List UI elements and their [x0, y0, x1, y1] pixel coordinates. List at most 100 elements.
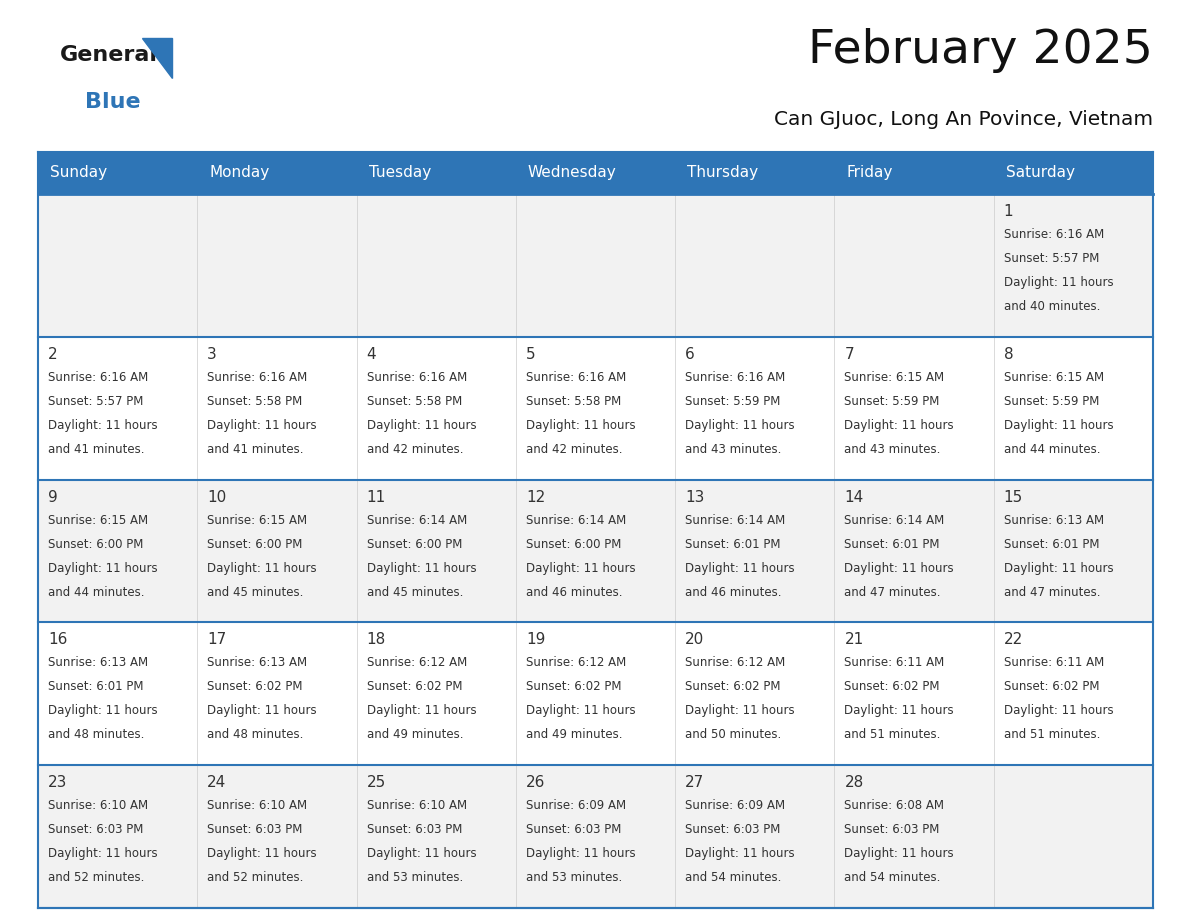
Text: Sunset: 6:01 PM: Sunset: 6:01 PM	[48, 680, 144, 693]
Text: Daylight: 11 hours: Daylight: 11 hours	[207, 419, 317, 431]
Text: Sunset: 6:02 PM: Sunset: 6:02 PM	[207, 680, 303, 693]
Bar	[516, 152, 675, 194]
Text: Sunrise: 6:14 AM: Sunrise: 6:14 AM	[685, 513, 785, 527]
Bar	[834, 152, 993, 194]
Text: 24: 24	[207, 775, 227, 790]
Text: and 45 minutes.: and 45 minutes.	[367, 586, 463, 599]
Text: Sunrise: 6:16 AM: Sunrise: 6:16 AM	[207, 371, 308, 384]
Text: Sunset: 5:58 PM: Sunset: 5:58 PM	[367, 395, 462, 408]
Text: Sunrise: 6:10 AM: Sunrise: 6:10 AM	[367, 800, 467, 812]
Text: Sunrise: 6:16 AM: Sunrise: 6:16 AM	[685, 371, 785, 384]
Text: Daylight: 11 hours: Daylight: 11 hours	[845, 847, 954, 860]
Text: 26: 26	[526, 775, 545, 790]
Bar	[38, 622, 1154, 766]
Text: Daylight: 11 hours: Daylight: 11 hours	[207, 562, 317, 575]
Text: and 52 minutes.: and 52 minutes.	[48, 871, 145, 884]
Text: Tuesday: Tuesday	[368, 165, 431, 181]
Text: Sunset: 6:03 PM: Sunset: 6:03 PM	[207, 823, 303, 836]
Text: 11: 11	[367, 489, 386, 505]
Text: Sunrise: 6:16 AM: Sunrise: 6:16 AM	[367, 371, 467, 384]
Text: Sunset: 5:59 PM: Sunset: 5:59 PM	[845, 395, 940, 408]
Bar	[356, 152, 516, 194]
Text: and 44 minutes.: and 44 minutes.	[1004, 442, 1100, 456]
Text: Daylight: 11 hours: Daylight: 11 hours	[845, 562, 954, 575]
Text: Daylight: 11 hours: Daylight: 11 hours	[526, 419, 636, 431]
Text: Daylight: 11 hours: Daylight: 11 hours	[1004, 704, 1113, 717]
Text: Daylight: 11 hours: Daylight: 11 hours	[48, 704, 158, 717]
Text: Daylight: 11 hours: Daylight: 11 hours	[367, 562, 476, 575]
Text: Sunrise: 6:14 AM: Sunrise: 6:14 AM	[367, 513, 467, 527]
Text: Daylight: 11 hours: Daylight: 11 hours	[1004, 562, 1113, 575]
Text: Sunset: 6:03 PM: Sunset: 6:03 PM	[48, 823, 144, 836]
Text: Sunset: 6:02 PM: Sunset: 6:02 PM	[526, 680, 621, 693]
Text: and 48 minutes.: and 48 minutes.	[207, 728, 304, 742]
Text: 22: 22	[1004, 633, 1023, 647]
Text: Sunset: 6:00 PM: Sunset: 6:00 PM	[367, 538, 462, 551]
Text: Daylight: 11 hours: Daylight: 11 hours	[1004, 276, 1113, 289]
Text: 6: 6	[685, 347, 695, 362]
Text: and 41 minutes.: and 41 minutes.	[48, 442, 145, 456]
Text: Sunset: 6:01 PM: Sunset: 6:01 PM	[685, 538, 781, 551]
Text: 23: 23	[48, 775, 68, 790]
Text: Sunrise: 6:13 AM: Sunrise: 6:13 AM	[48, 656, 148, 669]
Text: 15: 15	[1004, 489, 1023, 505]
Text: 4: 4	[367, 347, 377, 362]
Text: 12: 12	[526, 489, 545, 505]
Bar	[38, 152, 197, 194]
Bar	[197, 152, 356, 194]
Text: 3: 3	[207, 347, 217, 362]
Text: Sunrise: 6:13 AM: Sunrise: 6:13 AM	[1004, 513, 1104, 527]
Text: and 52 minutes.: and 52 minutes.	[207, 871, 304, 884]
Text: Sunset: 5:57 PM: Sunset: 5:57 PM	[48, 395, 144, 408]
Text: Daylight: 11 hours: Daylight: 11 hours	[845, 419, 954, 431]
Text: Sunrise: 6:14 AM: Sunrise: 6:14 AM	[526, 513, 626, 527]
Text: Daylight: 11 hours: Daylight: 11 hours	[48, 847, 158, 860]
Text: Sunrise: 6:16 AM: Sunrise: 6:16 AM	[526, 371, 626, 384]
Text: Daylight: 11 hours: Daylight: 11 hours	[1004, 419, 1113, 431]
Text: Sunrise: 6:14 AM: Sunrise: 6:14 AM	[845, 513, 944, 527]
Text: Sunrise: 6:11 AM: Sunrise: 6:11 AM	[845, 656, 944, 669]
Text: Sunset: 6:02 PM: Sunset: 6:02 PM	[1004, 680, 1099, 693]
Text: and 46 minutes.: and 46 minutes.	[526, 586, 623, 599]
Text: Sunrise: 6:09 AM: Sunrise: 6:09 AM	[685, 800, 785, 812]
Text: and 40 minutes.: and 40 minutes.	[1004, 300, 1100, 313]
Text: Daylight: 11 hours: Daylight: 11 hours	[845, 704, 954, 717]
Text: 18: 18	[367, 633, 386, 647]
Text: Sunset: 6:00 PM: Sunset: 6:00 PM	[48, 538, 144, 551]
Text: and 45 minutes.: and 45 minutes.	[207, 586, 304, 599]
Text: and 51 minutes.: and 51 minutes.	[1004, 728, 1100, 742]
Text: 7: 7	[845, 347, 854, 362]
Bar	[38, 479, 1154, 622]
Text: Thursday: Thursday	[687, 165, 758, 181]
Text: and 48 minutes.: and 48 minutes.	[48, 728, 145, 742]
Text: Sunset: 6:00 PM: Sunset: 6:00 PM	[207, 538, 303, 551]
Bar	[993, 152, 1154, 194]
Bar	[38, 194, 1154, 337]
Text: 10: 10	[207, 489, 227, 505]
Text: Daylight: 11 hours: Daylight: 11 hours	[685, 562, 795, 575]
Text: February 2025: February 2025	[808, 28, 1154, 73]
Text: Sunrise: 6:16 AM: Sunrise: 6:16 AM	[48, 371, 148, 384]
Text: Sunrise: 6:15 AM: Sunrise: 6:15 AM	[1004, 371, 1104, 384]
Text: Sunset: 6:02 PM: Sunset: 6:02 PM	[367, 680, 462, 693]
Text: and 42 minutes.: and 42 minutes.	[367, 442, 463, 456]
Text: Sunrise: 6:16 AM: Sunrise: 6:16 AM	[1004, 228, 1104, 241]
Bar	[38, 337, 1154, 479]
Text: Daylight: 11 hours: Daylight: 11 hours	[367, 419, 476, 431]
Text: Sunrise: 6:12 AM: Sunrise: 6:12 AM	[685, 656, 785, 669]
Text: Saturday: Saturday	[1006, 165, 1075, 181]
Bar	[38, 766, 1154, 908]
Text: Sunset: 6:03 PM: Sunset: 6:03 PM	[526, 823, 621, 836]
Text: 17: 17	[207, 633, 227, 647]
Text: Sunrise: 6:13 AM: Sunrise: 6:13 AM	[207, 656, 308, 669]
Text: and 44 minutes.: and 44 minutes.	[48, 586, 145, 599]
Text: and 41 minutes.: and 41 minutes.	[207, 442, 304, 456]
Text: Sunset: 6:03 PM: Sunset: 6:03 PM	[685, 823, 781, 836]
Text: and 49 minutes.: and 49 minutes.	[367, 728, 463, 742]
Text: 5: 5	[526, 347, 536, 362]
Text: Sunrise: 6:08 AM: Sunrise: 6:08 AM	[845, 800, 944, 812]
Text: Sunset: 6:01 PM: Sunset: 6:01 PM	[1004, 538, 1099, 551]
Text: and 53 minutes.: and 53 minutes.	[526, 871, 623, 884]
Text: and 49 minutes.: and 49 minutes.	[526, 728, 623, 742]
Text: 19: 19	[526, 633, 545, 647]
